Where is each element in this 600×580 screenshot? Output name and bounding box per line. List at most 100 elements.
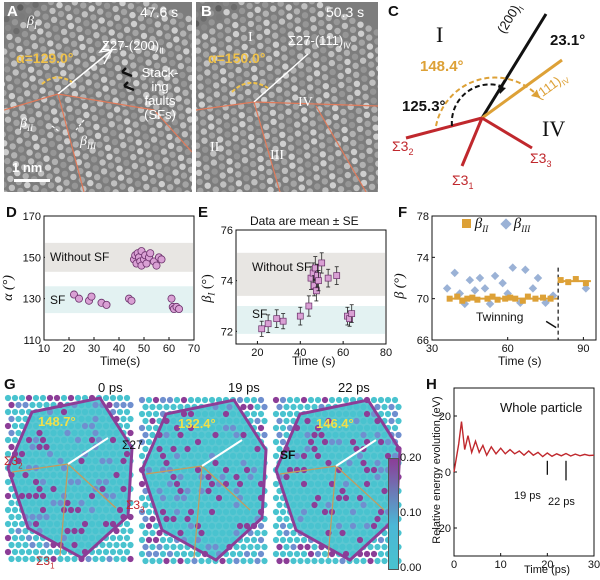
- atom-column: [91, 114, 99, 122]
- atom: [194, 410, 202, 418]
- atom: [71, 541, 78, 549]
- atom: [25, 450, 33, 458]
- atom: [384, 452, 392, 460]
- atom: [360, 403, 367, 411]
- atom: [328, 536, 336, 544]
- atom-column: [114, 64, 122, 72]
- atom: [314, 550, 322, 558]
- twin-boundary: [201, 465, 251, 511]
- atom-column: [284, 90, 291, 97]
- atom-column: [212, 177, 219, 184]
- atom: [50, 555, 57, 563]
- grain-i-c: I: [436, 22, 444, 47]
- atom: [88, 464, 96, 472]
- atom-column: [50, 108, 58, 115]
- data-point: [87, 292, 96, 301]
- atom-column: [141, 83, 148, 90]
- atom-column: [251, 74, 258, 82]
- d-xtick-label: 70: [188, 343, 200, 355]
- atom: [187, 410, 195, 418]
- atom: [279, 410, 287, 418]
- atom-column: [291, 189, 298, 192]
- atom-column: [318, 133, 325, 140]
- atom-column: [53, 167, 60, 174]
- atom-column: [310, 138, 318, 145]
- atom: [205, 431, 212, 439]
- atom-column: [94, 40, 102, 48]
- atom-column: [368, 183, 376, 190]
- atom: [170, 403, 177, 411]
- atom: [307, 396, 315, 404]
- atom: [127, 555, 134, 563]
- atom-column: [296, 44, 303, 51]
- atom: [120, 541, 127, 549]
- atom: [177, 557, 184, 565]
- atom: [325, 417, 332, 425]
- sigma27-boundary: [67, 437, 109, 465]
- atom: [208, 536, 216, 544]
- atom-column: [190, 42, 192, 49]
- atom-column: [204, 78, 212, 85]
- atom: [46, 478, 54, 486]
- atom-column: [128, 53, 135, 60]
- atom-column: [215, 118, 222, 125]
- atom-column: [349, 17, 356, 24]
- data-point-beta-iii: [508, 263, 517, 272]
- grain-iv-b: IV: [298, 95, 313, 110]
- atom-column: [175, 95, 182, 102]
- d-ytick-label: 110: [23, 335, 41, 347]
- atom: [219, 487, 226, 495]
- atom-column: [23, 131, 30, 138]
- atom-column: [309, 16, 317, 23]
- atom: [11, 506, 19, 514]
- atom: [113, 499, 120, 507]
- atom-column: [235, 66, 242, 74]
- atom-column: [89, 55, 96, 62]
- atom: [173, 522, 181, 530]
- atom-column: [340, 108, 347, 116]
- atom: [236, 550, 244, 558]
- atom: [180, 480, 188, 488]
- atom: [290, 529, 297, 537]
- atom-column: [168, 9, 175, 16]
- atom-column: [43, 155, 50, 162]
- atom: [370, 508, 378, 516]
- atom-column: [317, 124, 325, 131]
- atom-column: [120, 8, 128, 16]
- atom: [233, 445, 240, 453]
- atom: [226, 515, 233, 523]
- atom-column: [343, 40, 350, 48]
- atom: [346, 529, 353, 537]
- atom-column: [256, 33, 263, 41]
- atom-column: [49, 99, 56, 106]
- atom: [328, 522, 336, 530]
- atom: [53, 548, 61, 556]
- atom: [233, 473, 240, 481]
- atom-column: [122, 109, 129, 116]
- atom: [81, 422, 89, 430]
- atom-column: [161, 107, 168, 114]
- atom-column: [222, 2, 230, 7]
- atom-column: [14, 36, 22, 44]
- atom-column: [17, 4, 24, 11]
- atom: [342, 508, 350, 516]
- atom: [215, 466, 223, 474]
- atom: [388, 403, 395, 411]
- atom: [384, 438, 392, 446]
- atom: [201, 438, 209, 446]
- atom: [71, 555, 78, 563]
- atom: [304, 487, 311, 495]
- atom: [349, 508, 357, 516]
- atom-column: [258, 164, 265, 172]
- atom: [335, 438, 343, 446]
- atom-column: [228, 185, 235, 192]
- atom-column: [74, 191, 79, 192]
- atom: [339, 557, 346, 565]
- atom: [332, 445, 339, 453]
- atom: [11, 520, 19, 528]
- atom: [335, 452, 343, 460]
- atom-column: [38, 37, 45, 44]
- atom-column: [196, 11, 199, 18]
- atom: [346, 431, 353, 439]
- atom: [22, 541, 29, 549]
